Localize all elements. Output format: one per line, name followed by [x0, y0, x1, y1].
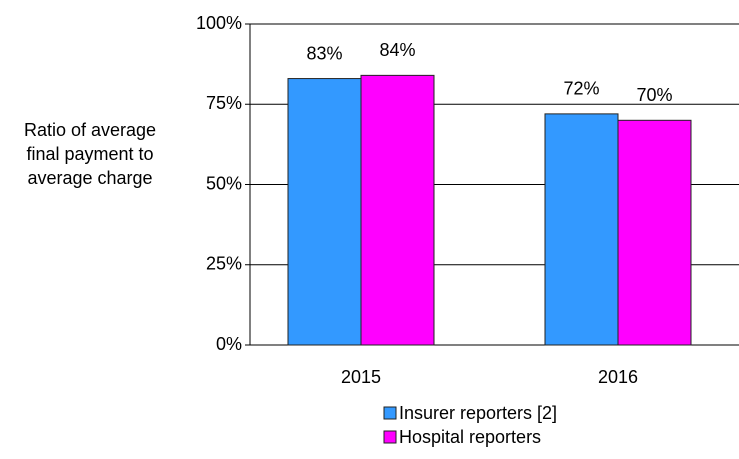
bar — [544, 113, 619, 346]
y-tick-label: 50% — [206, 173, 242, 193]
legend-label: Insurer reporters [2] — [399, 403, 557, 423]
y-axis-label: Ratio of average final payment to averag… — [23, 120, 157, 188]
y-tick-label: 100% — [196, 13, 242, 33]
y-tick-label: 75% — [206, 93, 242, 113]
x-tick-label: 2016 — [598, 367, 638, 387]
data-label: 83% — [306, 43, 342, 63]
legend-swatch — [383, 406, 397, 420]
bar — [287, 78, 362, 346]
legend-swatch — [383, 430, 397, 444]
y-tick-label: 25% — [206, 254, 242, 274]
bar — [360, 74, 435, 346]
bar — [617, 119, 692, 346]
data-label: 84% — [379, 40, 415, 60]
data-label: 70% — [636, 85, 672, 105]
y-tick-label: 0% — [216, 334, 242, 354]
x-tick-label: 2015 — [341, 367, 381, 387]
legend-label: Hospital reporters — [399, 427, 541, 447]
data-label: 72% — [563, 79, 599, 99]
